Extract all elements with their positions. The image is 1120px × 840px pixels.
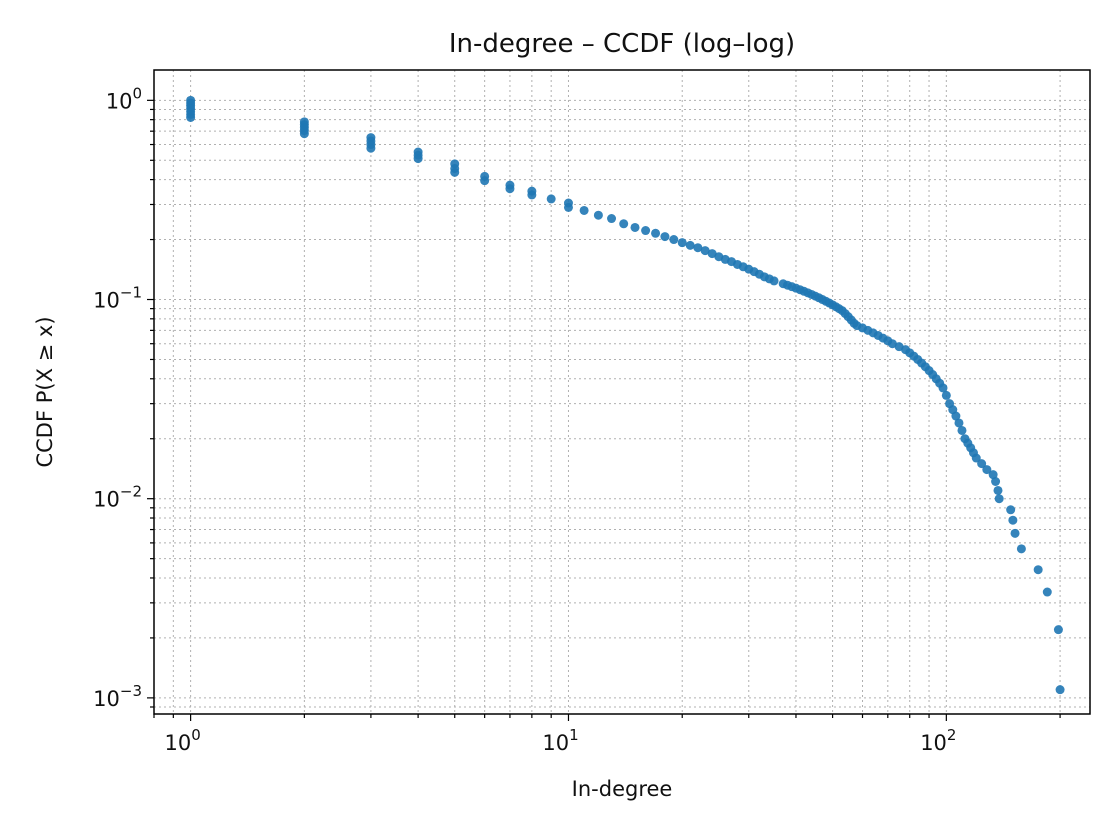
data-points: [186, 95, 1065, 695]
data-point: [991, 476, 1001, 486]
data-point: [480, 176, 490, 186]
data-point: [982, 465, 992, 475]
data-point: [546, 194, 556, 204]
data-point: [1006, 505, 1016, 515]
data-point: [951, 411, 961, 421]
data-point: [619, 219, 629, 229]
x-tick-label: 100: [164, 726, 200, 755]
data-point: [505, 184, 515, 194]
data-point: [1033, 565, 1043, 575]
data-point: [366, 143, 376, 153]
data-point: [677, 238, 687, 248]
data-point: [450, 167, 460, 177]
data-point: [1008, 515, 1018, 525]
chart-title: In-degree – CCDF (log–log): [449, 29, 795, 59]
data-point: [938, 383, 948, 393]
data-point: [527, 190, 537, 200]
data-point: [977, 459, 987, 469]
data-point: [413, 154, 423, 164]
y-tick-label: 10−2: [93, 483, 142, 512]
data-point: [707, 249, 717, 259]
y-axis-label: CCDF P(X ≥ x): [33, 316, 57, 467]
data-point: [1010, 528, 1020, 538]
data-point: [769, 276, 779, 286]
data-point: [988, 470, 998, 480]
data-point: [1053, 625, 1063, 635]
data-point: [993, 485, 1003, 495]
data-point: [1055, 685, 1065, 695]
data-point: [700, 246, 710, 256]
x-axis-label: In-degree: [572, 777, 673, 801]
data-point: [593, 210, 603, 220]
data-point: [299, 129, 309, 139]
y-tick-label: 10−3: [93, 682, 142, 711]
data-point: [579, 205, 589, 215]
data-point: [1016, 544, 1026, 554]
grid: [153, 70, 1090, 714]
data-point: [887, 339, 897, 349]
data-point: [563, 202, 573, 212]
data-point: [957, 425, 967, 435]
data-point: [186, 113, 196, 123]
data-point: [630, 222, 640, 232]
data-point: [651, 228, 661, 238]
y-tick-label: 10−1: [93, 284, 142, 313]
data-point: [660, 232, 670, 242]
data-point: [994, 494, 1004, 504]
data-point: [607, 214, 617, 224]
data-point: [669, 235, 679, 245]
data-point: [954, 418, 964, 428]
plot-frame: [153, 69, 1091, 715]
data-point: [971, 453, 981, 463]
y-tick-label: 100: [106, 84, 142, 113]
data-point: [685, 240, 695, 250]
data-point: [693, 243, 703, 253]
data-point: [941, 390, 951, 400]
x-tick-label: 101: [542, 726, 578, 755]
x-tick-label: 102: [920, 726, 956, 755]
axis-ticks: 100 101 102 100 10−1 10−2 10−3: [93, 84, 1061, 755]
data-point: [1042, 587, 1052, 597]
data-point: [641, 226, 651, 236]
